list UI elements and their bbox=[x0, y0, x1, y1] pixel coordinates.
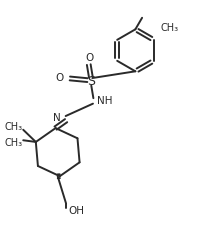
Text: CH₃: CH₃ bbox=[4, 138, 23, 148]
Text: NH: NH bbox=[97, 96, 113, 106]
Text: O: O bbox=[56, 73, 64, 83]
Text: N: N bbox=[53, 113, 61, 123]
Text: S: S bbox=[87, 75, 95, 88]
Text: CH₃: CH₃ bbox=[160, 23, 179, 33]
Text: O: O bbox=[85, 53, 93, 63]
Text: CH₃: CH₃ bbox=[4, 122, 23, 132]
Text: OH: OH bbox=[69, 205, 85, 215]
